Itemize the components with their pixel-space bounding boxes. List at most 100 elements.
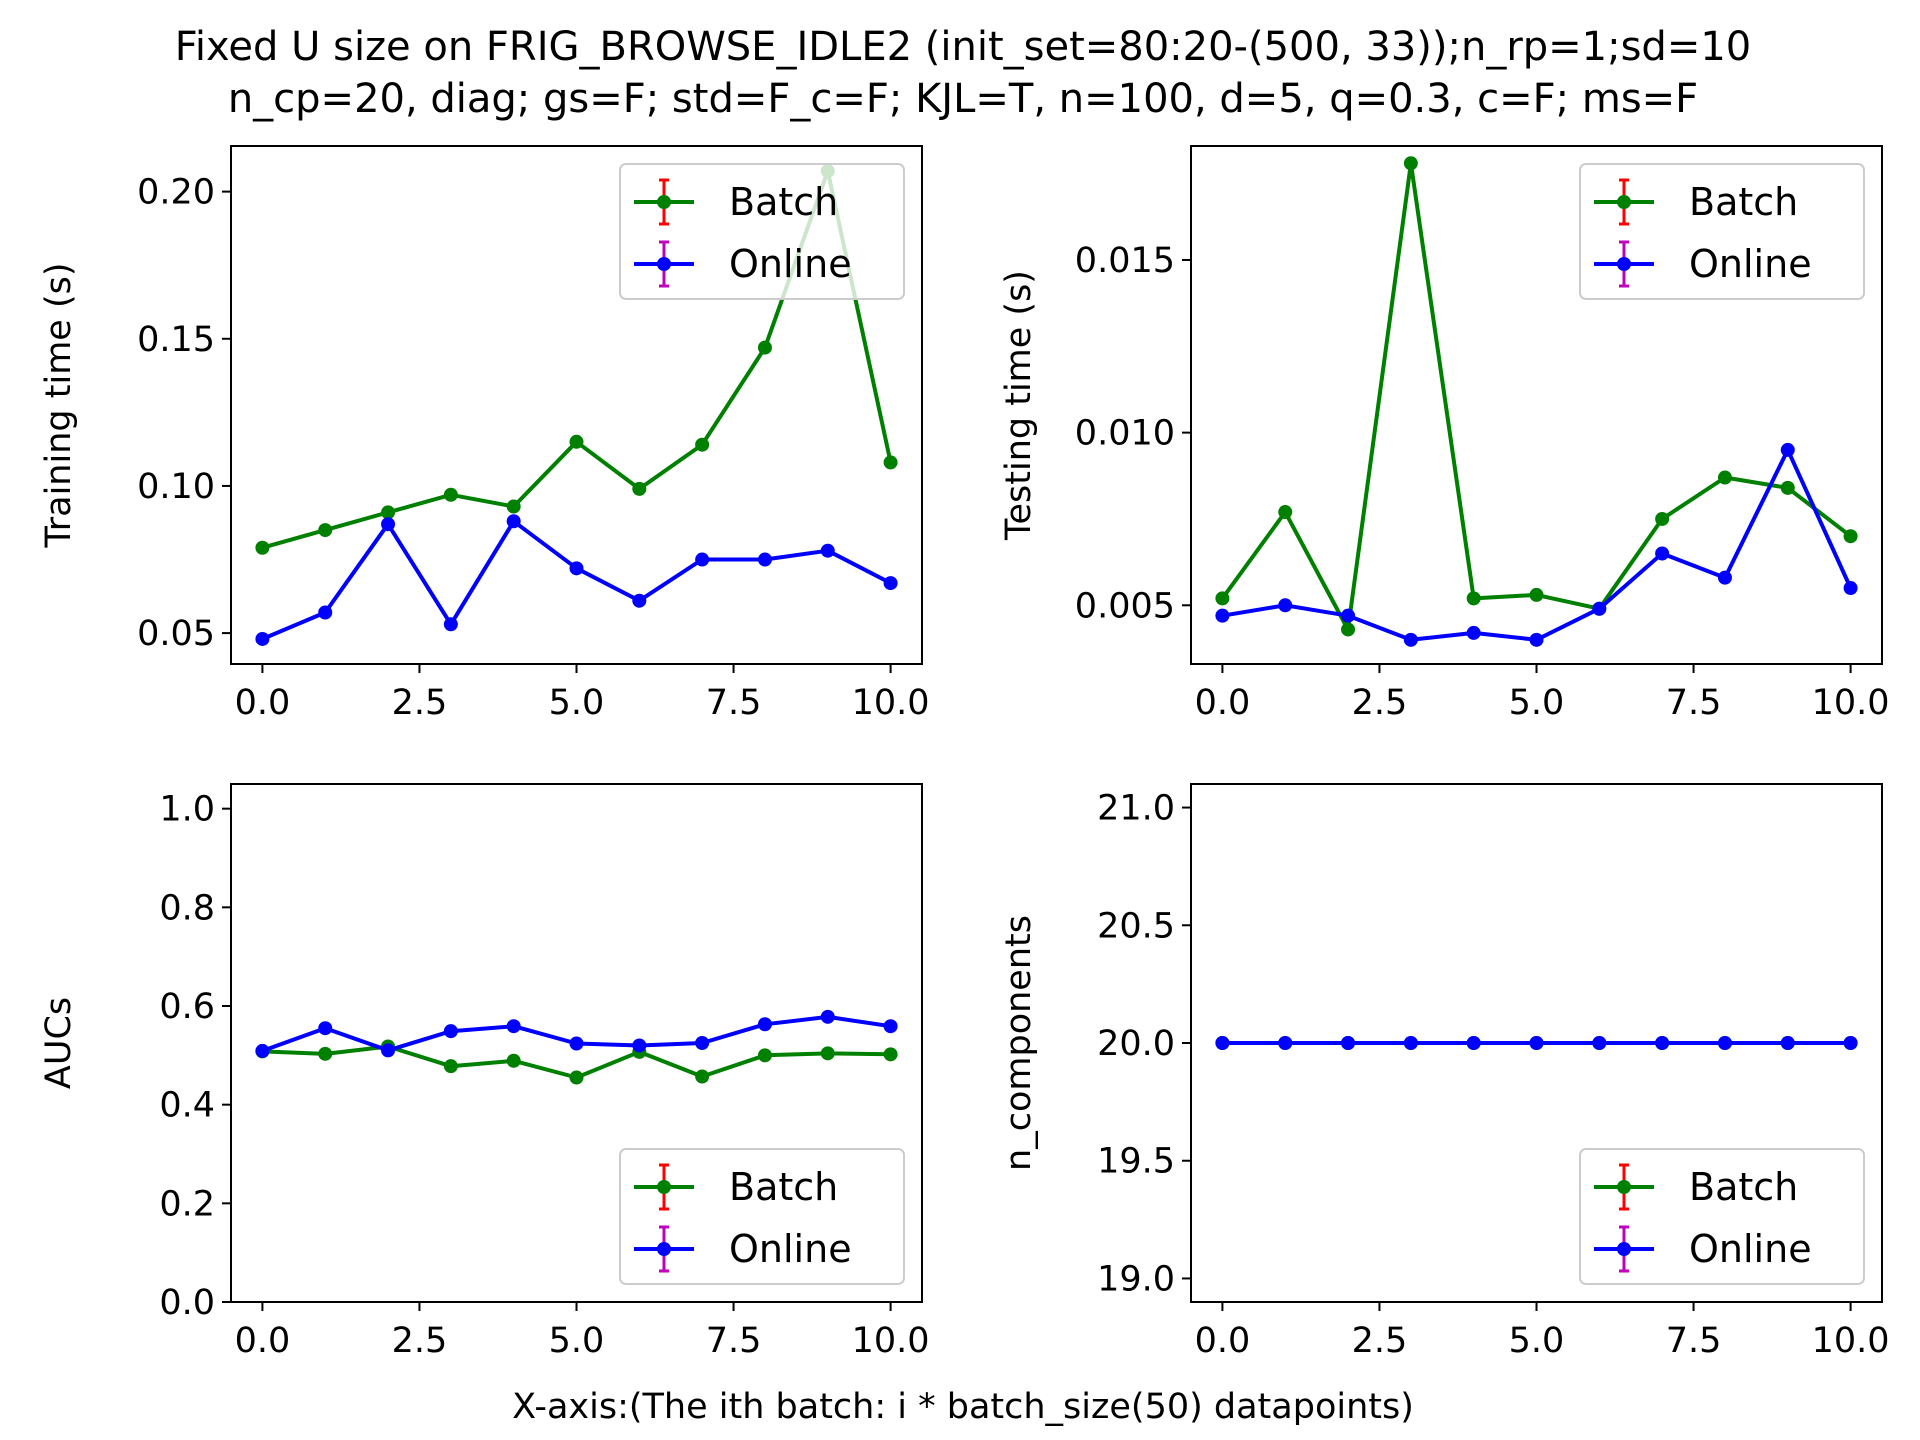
legend-marker-batch bbox=[657, 1180, 671, 1194]
data-point-online bbox=[883, 576, 898, 591]
data-point-online bbox=[1592, 601, 1607, 616]
x-tick-label: 7.5 bbox=[706, 683, 762, 723]
data-point-online bbox=[1592, 1036, 1607, 1050]
data-point-batch bbox=[1655, 511, 1670, 526]
y-tick-label: 21.0 bbox=[1097, 789, 1175, 829]
x-tick-label: 2.5 bbox=[1352, 1321, 1408, 1361]
legend: Batch Online bbox=[1579, 163, 1865, 300]
data-point-online bbox=[1215, 608, 1230, 623]
x-tick-label: 7.5 bbox=[1666, 1321, 1722, 1361]
data-point-batch bbox=[1341, 622, 1356, 637]
x-tick-label: 10.0 bbox=[852, 1321, 930, 1361]
data-point-online bbox=[695, 1036, 710, 1050]
y-tick-label: 0.4 bbox=[159, 1086, 215, 1126]
figure-xlabel: X-axis:(The ith batch: i * batch_size(50… bbox=[512, 1387, 1414, 1427]
legend-label-online: Online bbox=[729, 242, 852, 286]
data-point-online bbox=[1529, 632, 1544, 647]
x-tick-label: 0.0 bbox=[1195, 683, 1251, 723]
y-axis-label: Training time (s) bbox=[39, 263, 79, 549]
data-point-batch bbox=[569, 1070, 584, 1085]
data-point-batch bbox=[443, 1059, 458, 1074]
legend-marker-online bbox=[1617, 257, 1631, 271]
y-tick-label: 19.0 bbox=[1097, 1259, 1175, 1299]
y-tick-label: 1.0 bbox=[159, 790, 215, 830]
y-axis-label: n_components bbox=[999, 915, 1039, 1171]
y-tick-label: 0.005 bbox=[1075, 586, 1175, 626]
data-point-online bbox=[1341, 1036, 1356, 1050]
x-tick-label: 2.5 bbox=[1352, 683, 1408, 723]
data-point-online bbox=[443, 617, 458, 632]
legend-marker-batch bbox=[657, 195, 671, 209]
legend: Batch Online bbox=[619, 1148, 905, 1285]
data-point-online bbox=[757, 552, 772, 567]
data-point-online bbox=[443, 1024, 458, 1039]
data-point-batch bbox=[1843, 529, 1858, 544]
y-tick-label: 0.15 bbox=[137, 320, 215, 360]
y-tick-label: 19.5 bbox=[1097, 1142, 1175, 1182]
data-point-online bbox=[883, 1019, 898, 1034]
data-point-batch bbox=[506, 499, 521, 514]
y-tick-label: 0.05 bbox=[137, 614, 215, 654]
data-point-online bbox=[381, 517, 396, 532]
data-point-batch bbox=[318, 1046, 333, 1061]
x-tick-label: 7.5 bbox=[1666, 683, 1722, 723]
data-point-online bbox=[1717, 570, 1732, 585]
data-point-online bbox=[569, 1036, 584, 1051]
data-point-online bbox=[632, 593, 647, 608]
data-point-batch bbox=[506, 1053, 521, 1068]
x-tick-label: 10.0 bbox=[1812, 683, 1890, 723]
data-point-batch bbox=[883, 455, 898, 470]
legend-label-batch: Batch bbox=[729, 1165, 838, 1209]
x-tick-label: 2.5 bbox=[392, 1321, 448, 1361]
data-point-online bbox=[1278, 1036, 1293, 1050]
data-point-online bbox=[255, 631, 270, 646]
data-point-batch bbox=[820, 1046, 835, 1061]
y-tick-label: 20.0 bbox=[1097, 1024, 1175, 1064]
data-point-online bbox=[695, 552, 710, 567]
y-tick-label: 20.5 bbox=[1097, 906, 1175, 946]
subplot-grid: 0.0 2.5 5.0 7.5 10.0 0.05 0.10 0.15 0.20 Training… bbox=[39, 145, 1890, 1361]
data-point-online bbox=[1655, 1036, 1670, 1050]
data-point-online bbox=[506, 514, 521, 529]
x-tick-label: 0.0 bbox=[235, 1321, 291, 1361]
data-point-online bbox=[1403, 1036, 1418, 1050]
y-tick-label: 0.8 bbox=[159, 888, 215, 928]
legend-marker-batch bbox=[1617, 195, 1631, 209]
data-point-online bbox=[318, 605, 333, 620]
data-point-online bbox=[757, 1017, 772, 1032]
data-point-batch bbox=[757, 1048, 772, 1063]
data-point-batch bbox=[569, 434, 584, 449]
legend-label-online: Online bbox=[1689, 242, 1812, 286]
data-point-online bbox=[381, 1043, 396, 1058]
legend-marker-batch bbox=[1617, 1180, 1631, 1194]
data-point-batch bbox=[255, 540, 270, 555]
figure-title-line-2: n_cp=20, diag; gs=F; std=F_c=F; KJL=T, n… bbox=[228, 76, 1698, 122]
legend-label-batch: Batch bbox=[729, 180, 838, 224]
data-point-batch bbox=[695, 437, 710, 452]
figure-title-line-1: Fixed U size on FRIG_BROWSE_IDLE2 (init_… bbox=[175, 24, 1751, 70]
y-tick-label: 0.015 bbox=[1075, 241, 1175, 281]
data-point-online bbox=[820, 543, 835, 558]
plot-frame bbox=[230, 145, 923, 665]
data-point-online bbox=[1780, 1036, 1795, 1050]
data-point-batch bbox=[883, 1047, 898, 1062]
data-point-batch bbox=[1717, 470, 1732, 485]
legend-marker-online bbox=[1617, 1242, 1631, 1256]
y-axis-label: Testing time (s) bbox=[999, 270, 1039, 541]
data-point-batch bbox=[381, 505, 396, 520]
subplot-training: 0.0 2.5 5.0 7.5 10.0 0.05 0.10 0.15 0.20 Training… bbox=[39, 145, 930, 723]
data-point-online bbox=[1215, 1036, 1230, 1050]
data-point-batch bbox=[1466, 591, 1481, 606]
data-point-online bbox=[1529, 1036, 1544, 1050]
plot-frame bbox=[1190, 145, 1883, 665]
legend-label-batch: Batch bbox=[1689, 1165, 1798, 1209]
subplot-aucs: 0.0 2.5 5.0 7.5 10.0 0.0 0.2 0.4 0.6 0.8 1.0 AUCs Ba… bbox=[39, 783, 930, 1361]
data-point-online bbox=[632, 1038, 647, 1053]
data-point-online bbox=[1341, 608, 1356, 623]
x-tick-label: 10.0 bbox=[852, 683, 930, 723]
data-point-batch bbox=[1780, 480, 1795, 495]
x-tick-label: 5.0 bbox=[549, 1321, 605, 1361]
subplot-testing: 0.0 2.5 5.0 7.5 10.0 0.005 0.010 0.015 Testing t… bbox=[999, 145, 1890, 723]
x-tick-label: 10.0 bbox=[1812, 1321, 1890, 1361]
